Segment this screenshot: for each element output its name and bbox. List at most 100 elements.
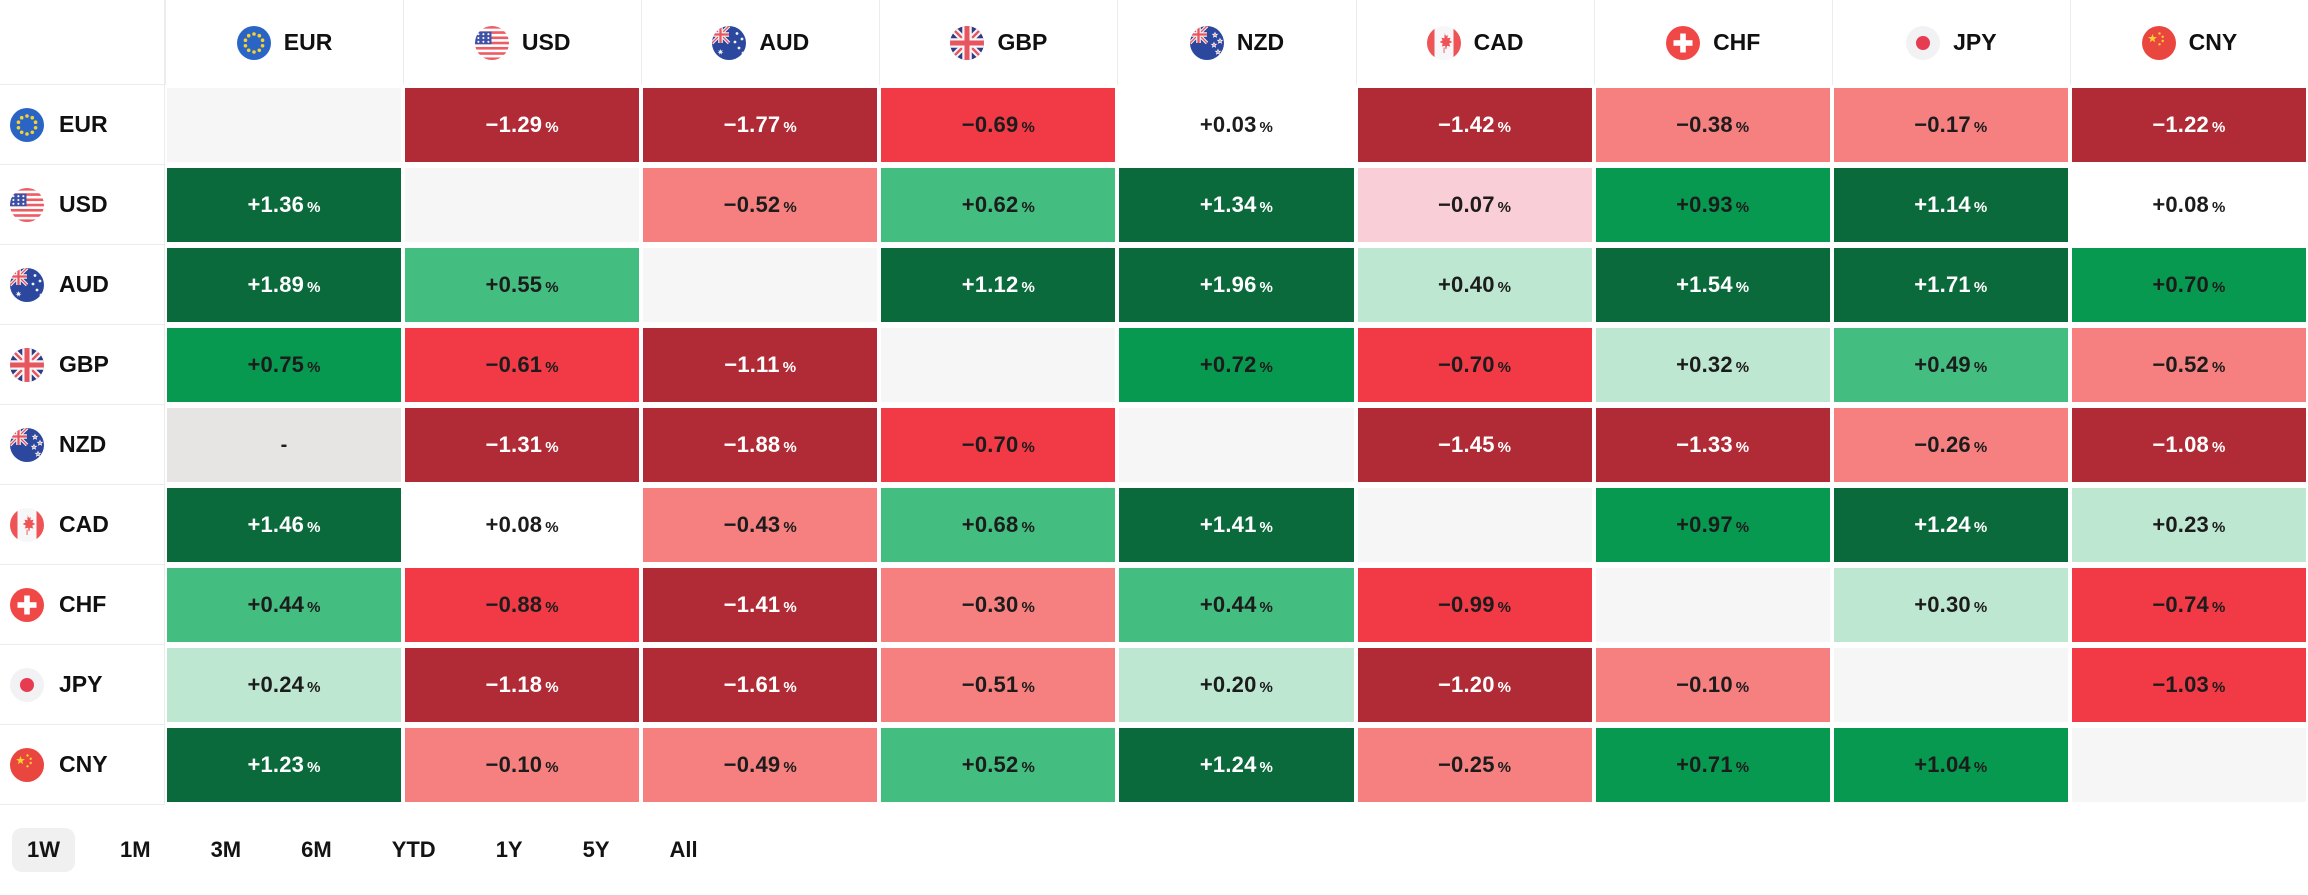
timeframe-1m[interactable]: 1M bbox=[105, 828, 166, 872]
cell-chf-usd[interactable]: −0.88% bbox=[403, 565, 642, 645]
cell-jpy-nzd[interactable]: +0.20% bbox=[1117, 645, 1356, 725]
cell-cny-gbp[interactable]: +0.52% bbox=[879, 725, 1118, 805]
cell-cny-eur[interactable]: +1.23% bbox=[165, 725, 404, 805]
cell-cad-eur[interactable]: +1.46% bbox=[165, 485, 404, 565]
timeframe-1w[interactable]: 1W bbox=[12, 828, 75, 872]
header-cell-nzd: NZD bbox=[1117, 0, 1356, 85]
cell-cny-chf[interactable]: +0.71% bbox=[1593, 725, 1832, 805]
cell-value: +1.12 bbox=[961, 272, 1019, 297]
cell-eur-nzd[interactable]: +0.03% bbox=[1117, 85, 1356, 165]
cell-cny-aud[interactable]: −0.49% bbox=[641, 725, 880, 805]
cell-gbp-nzd[interactable]: +0.72% bbox=[1117, 325, 1356, 405]
cell-chf-cny[interactable]: −0.74% bbox=[2069, 565, 2308, 645]
cell-gbp-usd[interactable]: −0.61% bbox=[403, 325, 642, 405]
percent-suffix: % bbox=[307, 679, 321, 696]
cell-cad-aud[interactable]: −0.43% bbox=[641, 485, 880, 565]
cell-aud-nzd[interactable]: +1.96% bbox=[1117, 245, 1356, 325]
timeframe-6m[interactable]: 6M bbox=[286, 828, 347, 872]
cell-jpy-cny[interactable]: −1.03% bbox=[2069, 645, 2308, 725]
cell-jpy-chf[interactable]: −0.10% bbox=[1593, 645, 1832, 725]
cell-cad-usd[interactable]: +0.08% bbox=[403, 485, 642, 565]
cell-jpy-usd[interactable]: −1.18% bbox=[403, 645, 642, 725]
cell-cad-gbp[interactable]: +0.68% bbox=[879, 485, 1118, 565]
cell-usd-cny[interactable]: +0.08% bbox=[2069, 165, 2308, 245]
cell-eur-aud[interactable]: −1.77% bbox=[641, 85, 880, 165]
cell-usd-chf[interactable]: +0.93% bbox=[1593, 165, 1832, 245]
percent-suffix: % bbox=[307, 279, 321, 296]
cell-value: −0.70 bbox=[1437, 352, 1495, 377]
timeframe-ytd[interactable]: YTD bbox=[377, 828, 451, 872]
cell-nzd-eur[interactable]: - bbox=[165, 405, 404, 485]
row-currency-label: CNY bbox=[59, 751, 108, 777]
cell-chf-eur[interactable]: +0.44% bbox=[165, 565, 404, 645]
timeframe-1y[interactable]: 1Y bbox=[481, 828, 538, 872]
percent-suffix: % bbox=[1973, 439, 1988, 456]
cell-aud-usd[interactable]: +0.55% bbox=[403, 245, 642, 325]
cell-nzd-jpy[interactable]: −0.26% bbox=[1831, 405, 2070, 485]
cell-nzd-aud[interactable]: −1.88% bbox=[641, 405, 880, 485]
cell-chf-gbp[interactable]: −0.30% bbox=[879, 565, 1118, 645]
cell-jpy-eur[interactable]: +0.24% bbox=[165, 645, 404, 725]
cell-eur-chf[interactable]: −0.38% bbox=[1593, 85, 1832, 165]
cell-chf-aud[interactable]: −1.41% bbox=[641, 565, 880, 645]
cell-value: +0.75 bbox=[247, 352, 305, 377]
cell-jpy-gbp[interactable]: −0.51% bbox=[879, 645, 1118, 725]
cell-usd-jpy[interactable]: +1.14% bbox=[1831, 165, 2070, 245]
timeframe-3m[interactable]: 3M bbox=[196, 828, 257, 872]
cell-jpy-cad[interactable]: −1.20% bbox=[1355, 645, 1594, 725]
cell-value: +1.89 bbox=[247, 272, 305, 297]
cell-chf-cad[interactable]: −0.99% bbox=[1355, 565, 1594, 645]
cell-usd-cad[interactable]: −0.07% bbox=[1355, 165, 1594, 245]
cell-value: −0.99 bbox=[1437, 592, 1495, 617]
cell-cny-usd[interactable]: −0.10% bbox=[403, 725, 642, 805]
cell-value: +1.46 bbox=[247, 512, 305, 537]
cell-gbp-jpy[interactable]: +0.49% bbox=[1831, 325, 2070, 405]
cell-jpy-aud[interactable]: −1.61% bbox=[641, 645, 880, 725]
cell-usd-gbp[interactable]: +0.62% bbox=[879, 165, 1118, 245]
cell-usd-nzd[interactable]: +1.34% bbox=[1117, 165, 1356, 245]
cell-aud-jpy[interactable]: +1.71% bbox=[1831, 245, 2070, 325]
eu-flag-icon bbox=[10, 107, 44, 142]
cell-cny-nzd[interactable]: +1.24% bbox=[1117, 725, 1356, 805]
cell-eur-usd[interactable]: −1.29% bbox=[403, 85, 642, 165]
cell-aud-cny[interactable]: +0.70% bbox=[2069, 245, 2308, 325]
cell-nzd-gbp[interactable]: −0.70% bbox=[879, 405, 1118, 485]
cell-gbp-eur[interactable]: +0.75% bbox=[165, 325, 404, 405]
row-label-gbp: GBP bbox=[0, 325, 165, 405]
cell-nzd-cny[interactable]: −1.08% bbox=[2069, 405, 2308, 485]
cell-gbp-cad[interactable]: −0.70% bbox=[1355, 325, 1594, 405]
cell-value: −0.26 bbox=[1914, 432, 1971, 457]
cell-aud-eur[interactable]: +1.89% bbox=[165, 245, 404, 325]
cell-nzd-chf[interactable]: −1.33% bbox=[1593, 405, 1832, 485]
percent-suffix: % bbox=[1021, 599, 1035, 616]
cell-cad-jpy[interactable]: +1.24% bbox=[1831, 485, 2070, 565]
cell-chf-nzd[interactable]: +0.44% bbox=[1117, 565, 1356, 645]
cell-usd-eur[interactable]: +1.36% bbox=[165, 165, 404, 245]
cell-usd-aud[interactable]: −0.52% bbox=[641, 165, 880, 245]
cell-cad-chf[interactable]: +0.97% bbox=[1593, 485, 1832, 565]
cell-aud-gbp[interactable]: +1.12% bbox=[879, 245, 1118, 325]
cell-eur-gbp[interactable]: −0.69% bbox=[879, 85, 1118, 165]
cell-cny-jpy[interactable]: +1.04% bbox=[1831, 725, 2070, 805]
percent-suffix: % bbox=[545, 519, 559, 536]
cell-nzd-usd[interactable]: −1.31% bbox=[403, 405, 642, 485]
cell-value: −0.69 bbox=[961, 112, 1019, 137]
cell-eur-jpy[interactable]: −0.17% bbox=[1831, 85, 2070, 165]
cell-eur-cny[interactable]: −1.22% bbox=[2069, 85, 2308, 165]
cell-aud-chf[interactable]: +1.54% bbox=[1593, 245, 1832, 325]
cell-nzd-cad[interactable]: −1.45% bbox=[1355, 405, 1594, 485]
cell-cny-cad[interactable]: −0.25% bbox=[1355, 725, 1594, 805]
cell-value: −0.25 bbox=[1437, 752, 1495, 777]
cell-gbp-cny[interactable]: −0.52% bbox=[2069, 325, 2308, 405]
cell-cad-cny[interactable]: +0.23% bbox=[2069, 485, 2308, 565]
cell-gbp-aud[interactable]: −1.11% bbox=[641, 325, 880, 405]
cell-cad-nzd[interactable]: +1.41% bbox=[1117, 485, 1356, 565]
cell-chf-jpy[interactable]: +0.30% bbox=[1831, 565, 2070, 645]
percent-suffix: % bbox=[1497, 119, 1512, 136]
timeframe-all[interactable]: All bbox=[655, 828, 713, 872]
cell-aud-cad[interactable]: +0.40% bbox=[1355, 245, 1594, 325]
cell-eur-cad[interactable]: −1.42% bbox=[1355, 85, 1594, 165]
percent-suffix: % bbox=[545, 279, 559, 296]
timeframe-5y[interactable]: 5Y bbox=[568, 828, 625, 872]
cell-gbp-chf[interactable]: +0.32% bbox=[1593, 325, 1832, 405]
